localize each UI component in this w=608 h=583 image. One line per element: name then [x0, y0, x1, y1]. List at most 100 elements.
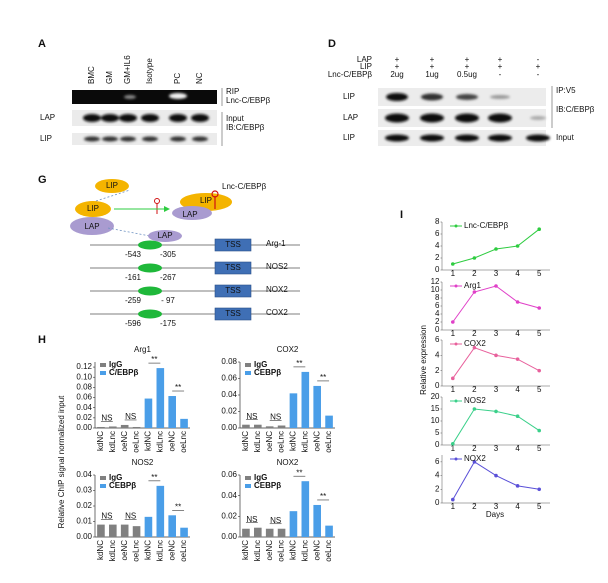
x-axis-title: Days	[486, 510, 504, 519]
bar	[301, 371, 310, 428]
series-point	[515, 414, 520, 419]
bar	[313, 385, 321, 428]
x-tick-label: 2	[472, 269, 477, 278]
x-tick-label: 2	[472, 502, 477, 511]
x-tick-label: oeNC	[312, 431, 321, 452]
y-tick-label: 8	[435, 217, 440, 226]
bar	[97, 426, 105, 428]
x-tick-label: kdLnc	[108, 540, 117, 561]
molecule-label: LAP	[84, 222, 99, 231]
x-tick-label: 4	[515, 269, 520, 278]
significance-label: NS	[125, 512, 136, 521]
bar	[168, 515, 176, 537]
header-cell: 1ug	[425, 70, 438, 79]
y-tick-label: 0.00	[76, 532, 92, 541]
x-tick-label: 3	[494, 269, 499, 278]
y-tick-label: 0.04	[76, 470, 92, 479]
x-tick-label: 3	[494, 329, 499, 338]
x-tick-label: kdLnc	[155, 431, 164, 452]
gene-label: Arg-1	[266, 239, 286, 248]
bar	[180, 527, 188, 537]
molecule-label: LIP	[106, 181, 118, 190]
x-tick-label: kdNC	[144, 540, 153, 560]
x-tick-label: oeLnc	[324, 540, 333, 562]
lane-label: PC	[173, 73, 182, 84]
chart-title: Arg1	[134, 345, 151, 354]
legend-label: CEBPβ	[109, 481, 136, 490]
blot-label: IB:C/EBPβ	[556, 105, 595, 114]
bar	[120, 424, 129, 428]
x-tick-label: oeLnc	[277, 431, 286, 453]
series-point	[451, 320, 455, 324]
molecule-label: LIP	[87, 204, 99, 213]
x-tick-label: 5	[537, 444, 542, 453]
site-end: -267	[160, 273, 177, 282]
x-tick-label: oeNC	[167, 540, 176, 561]
header-cell: +	[465, 55, 470, 64]
tss-label: TSS	[225, 286, 241, 295]
significance-label: NS	[101, 414, 112, 423]
series-point	[537, 306, 541, 310]
bar	[289, 511, 298, 537]
series-point	[515, 357, 520, 361]
row-label: LIP	[40, 134, 52, 143]
site-start: -543	[125, 250, 142, 259]
blot-label: IB:C/EBPβ	[226, 123, 265, 132]
x-tick-label: 2	[472, 444, 477, 453]
y-tick-label: 15	[431, 404, 440, 413]
blot-d	[378, 86, 553, 146]
bar	[97, 524, 105, 537]
x-tick-label: 3	[494, 444, 499, 453]
legend-swatch	[245, 371, 251, 375]
x-tick-label: 1	[451, 329, 456, 338]
bar	[132, 426, 141, 428]
series-point	[494, 409, 498, 414]
series-point	[472, 256, 477, 260]
x-tick-label: kdNC	[96, 431, 105, 451]
x-tick-label: 5	[537, 502, 542, 511]
x-tick-label: oeLnc	[132, 431, 141, 453]
header-cell: +	[498, 62, 503, 71]
y-tick-label: 10	[431, 285, 440, 294]
bar	[168, 396, 176, 428]
x-tick-label: 1	[451, 385, 456, 394]
significance-label: **	[320, 373, 326, 382]
y-tick-label: 0.02	[221, 407, 237, 416]
bar	[254, 424, 262, 428]
significance-label: **	[151, 473, 157, 482]
bar	[301, 481, 310, 537]
x-tick-label: 4	[515, 329, 520, 338]
x-tick-label: 2	[472, 329, 477, 338]
y-tick-label: 0	[435, 265, 440, 274]
significance-label: **	[175, 383, 181, 392]
y-tick-label: 0.02	[221, 511, 237, 520]
lane-label: GM	[105, 71, 114, 84]
bar	[242, 528, 250, 537]
bar	[254, 527, 262, 537]
legend-swatch	[245, 476, 251, 480]
bar	[109, 524, 117, 537]
series-point	[494, 247, 498, 251]
y-tick-label: 0.04	[221, 390, 237, 399]
chart-title: COX2	[277, 345, 299, 354]
header-cell: 0.5ug	[457, 70, 477, 79]
x-tick-label: kdNC	[241, 431, 250, 451]
row-label: LAP	[40, 113, 55, 122]
blot-label: Lnc-C/EBPβ	[226, 96, 271, 105]
series-line	[452, 228, 540, 265]
x-tick-label: oeLnc	[179, 540, 188, 562]
series-point	[472, 460, 477, 464]
x-tick-label: oeNC	[167, 431, 176, 452]
y-tick-label: 0.06	[76, 393, 92, 402]
bar	[109, 426, 117, 428]
series-point	[494, 473, 498, 478]
bar	[325, 415, 333, 428]
x-tick-label: 1	[451, 444, 456, 453]
y-tick-label: 10	[431, 416, 440, 425]
bar	[277, 425, 286, 428]
row-label: LIP	[343, 92, 355, 101]
legend-label: NOS2	[464, 396, 486, 405]
x-tick-label: 5	[537, 269, 542, 278]
legend-label: Arg1	[464, 281, 481, 290]
panel-label: G	[38, 174, 47, 186]
